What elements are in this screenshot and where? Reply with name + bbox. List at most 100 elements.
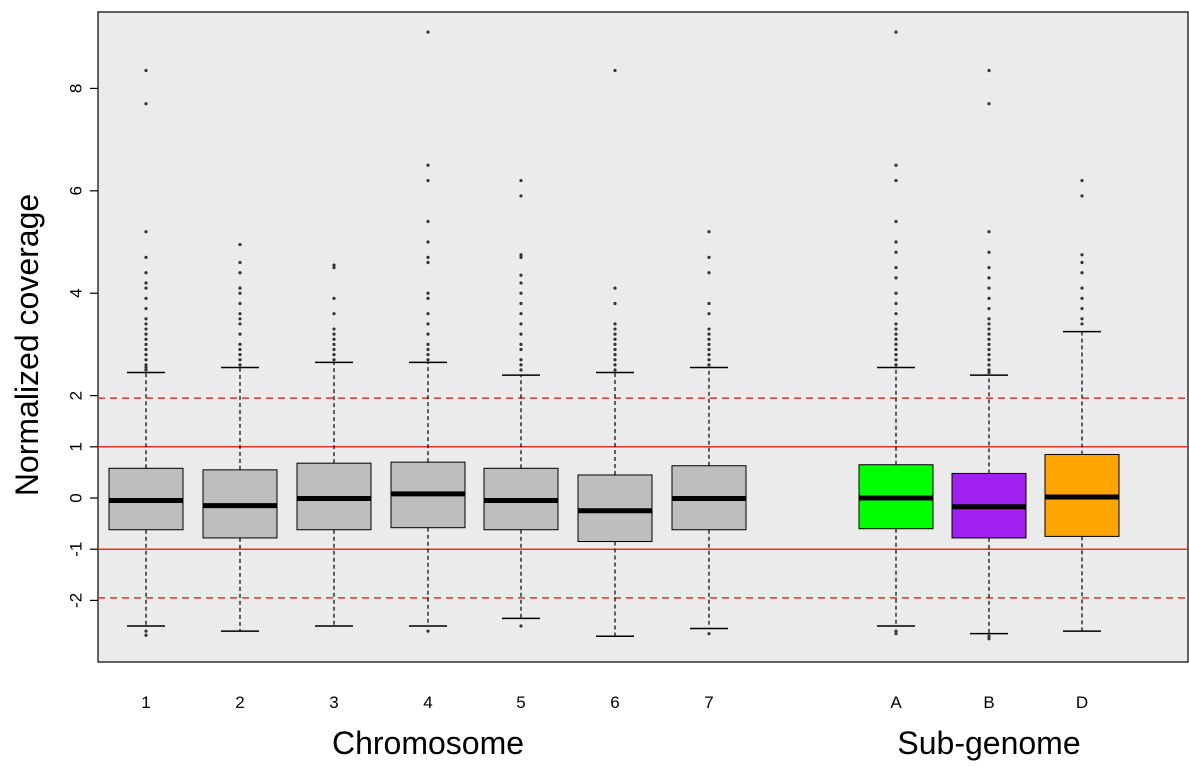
outlier-point <box>426 358 430 362</box>
outlier-point <box>707 342 711 346</box>
box-4 <box>390 30 466 633</box>
reference-lines <box>98 397 1188 599</box>
outlier-point <box>519 363 523 367</box>
outlier-point <box>987 286 991 290</box>
outlier-point <box>144 322 148 326</box>
outlier-point <box>894 219 898 224</box>
outlier-point <box>987 353 991 357</box>
outlier-point <box>707 312 711 316</box>
iqr-box <box>577 474 653 543</box>
outlier-point <box>894 337 898 341</box>
outlier-point <box>332 327 336 331</box>
outlier-point <box>707 358 711 362</box>
outlier-point <box>144 317 148 321</box>
x-tick-label-6: 6 <box>610 693 619 712</box>
outlier-point <box>894 632 898 636</box>
outlier-point <box>707 337 711 341</box>
outlier-point <box>238 347 242 352</box>
outlier-point <box>894 332 898 336</box>
outlier-point <box>332 353 336 357</box>
outlier-point <box>144 296 148 300</box>
outlier-point <box>894 163 898 167</box>
outlier-point <box>519 332 523 336</box>
y-tick-label: 8 <box>67 84 86 93</box>
outlier-point <box>332 263 336 267</box>
outlier-point <box>144 347 148 352</box>
outlier-point <box>144 68 148 73</box>
outlier-point <box>332 332 336 336</box>
outlier-point <box>894 629 898 633</box>
outlier-point <box>519 291 523 295</box>
box-5 <box>483 178 559 628</box>
outlier-point <box>426 219 430 224</box>
outlier-point <box>144 102 148 106</box>
outlier-point <box>707 230 711 234</box>
x-axis: 1 2 3 4 5 6 7 A B D <box>141 693 1088 712</box>
box-7 <box>671 230 747 636</box>
outlier-point <box>238 358 242 362</box>
outlier-point <box>1080 322 1084 326</box>
box-D <box>1044 178 1120 632</box>
outlier-point <box>894 178 898 183</box>
outlier-point <box>987 363 991 367</box>
plot-area <box>97 11 1189 663</box>
outlier-point <box>426 240 430 244</box>
outlier-point <box>519 281 523 285</box>
outlier-point <box>1080 306 1084 311</box>
outlier-point <box>1080 317 1084 321</box>
outlier-point <box>332 358 336 362</box>
outlier-point <box>426 332 430 336</box>
outlier-point <box>987 266 991 270</box>
outlier-point <box>894 250 898 254</box>
outlier-point <box>519 253 523 257</box>
outlier-point <box>332 296 336 300</box>
outlier-point <box>613 332 617 336</box>
outlier-point <box>894 353 898 357</box>
outlier-point <box>519 194 523 198</box>
x-tick-label-5: 5 <box>516 693 525 712</box>
outlier-point <box>613 342 617 346</box>
outlier-point <box>238 322 242 326</box>
outlier-point <box>987 358 991 362</box>
outlier-point <box>332 342 336 346</box>
outlier-point <box>987 317 991 321</box>
outlier-point <box>426 163 430 167</box>
outlier-point <box>1080 194 1084 198</box>
x-tick-label-2: 2 <box>235 693 244 712</box>
outlier-point <box>426 353 430 357</box>
outlier-point <box>144 255 148 259</box>
outlier-point <box>894 291 898 295</box>
outlier-point <box>519 255 523 259</box>
outlier-point <box>613 337 617 341</box>
x-group-title-0: Chromosome <box>332 725 524 761</box>
outlier-point <box>144 327 148 331</box>
outlier-point <box>987 276 991 280</box>
y-tick-label: 4 <box>67 288 86 297</box>
outlier-point <box>332 347 336 352</box>
outlier-point <box>707 255 711 259</box>
outlier-point <box>426 291 430 295</box>
outlier-point <box>707 301 711 306</box>
y-tick-label: -1 <box>67 542 86 557</box>
outlier-point <box>707 271 711 275</box>
outlier-point <box>987 337 991 341</box>
outlier-point <box>987 637 991 641</box>
x-tick-label-7: 7 <box>704 693 713 712</box>
outlier-point <box>238 260 242 265</box>
outlier-point <box>238 363 242 367</box>
outlier-point <box>519 273 523 277</box>
outlier-point <box>613 347 617 352</box>
outlier-point <box>894 301 898 306</box>
outlier-point <box>144 281 148 285</box>
outlier-point <box>894 327 898 331</box>
outlier-point <box>987 68 991 73</box>
outlier-point <box>144 358 148 362</box>
outlier-point <box>426 312 430 316</box>
outlier-point <box>613 286 617 290</box>
outlier-point <box>144 342 148 346</box>
outlier-point <box>426 629 430 633</box>
outlier-point <box>894 347 898 352</box>
box-6 <box>577 68 653 637</box>
outlier-point <box>519 368 523 372</box>
